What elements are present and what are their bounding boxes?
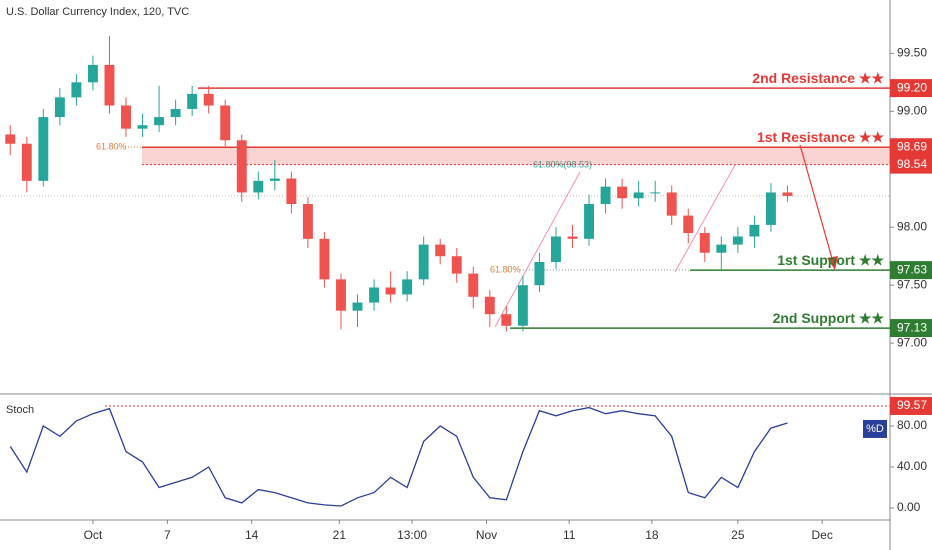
y-tick-label: 99.00: [897, 103, 927, 117]
price-label: 97.63: [897, 262, 927, 276]
candle-body: [38, 117, 49, 181]
candle-body: [21, 143, 32, 181]
fib-tool: [674, 164, 736, 273]
x-tick-label: Oct: [84, 528, 103, 542]
candle-body: [435, 244, 446, 257]
candle-body: [749, 224, 760, 237]
price-label: 98.54: [897, 157, 927, 171]
candle-body: [154, 117, 165, 126]
candle-body: [550, 236, 561, 262]
candle-body: [87, 64, 98, 83]
level-name: 1st Resistance ★★: [757, 129, 884, 145]
price-label: 98.69: [897, 139, 927, 153]
candle-body: [236, 140, 247, 193]
candle-body: [187, 93, 198, 109]
candle-body: [517, 285, 528, 326]
y-tick-label: 80.00: [897, 418, 927, 432]
candle-body: [650, 192, 661, 194]
resistance-zone: [142, 147, 890, 165]
x-tick-label: 18: [645, 528, 659, 542]
level-name: 2nd Resistance ★★: [752, 70, 884, 86]
candle-body: [716, 244, 727, 253]
x-tick-label: 25: [731, 528, 745, 542]
candle-body: [385, 287, 396, 295]
x-tick-label: 11: [563, 528, 576, 542]
candle-body: [220, 105, 231, 141]
candle-body: [369, 287, 380, 303]
stoch-line: [9, 406, 788, 507]
annotation: 61.80%: [490, 264, 521, 274]
annotation: 61.80%: [96, 141, 127, 151]
y-tick-label: 97.00: [897, 335, 927, 349]
candle-body: [286, 178, 297, 205]
y-tick-label: 99.50: [897, 45, 927, 59]
candle-body: [666, 192, 677, 216]
candle-body: [484, 296, 495, 315]
candle-body: [203, 93, 214, 106]
candle-body: [732, 236, 743, 245]
x-tick-label: Dec: [812, 528, 833, 542]
candle-body: [633, 192, 644, 199]
candle-body: [501, 314, 512, 326]
candle-body: [71, 82, 82, 98]
candle-body: [418, 244, 429, 280]
candle-body: [54, 97, 65, 118]
candle-body: [104, 64, 115, 106]
candle-body: [253, 180, 264, 193]
x-tick-label: 7: [164, 528, 171, 542]
candle-body: [302, 204, 313, 239]
arrow-head: [827, 256, 838, 270]
price-label: 97.13: [897, 320, 927, 334]
candle-body: [121, 105, 131, 129]
candle-body: [567, 236, 578, 239]
level-name: 1st Support ★★: [777, 252, 884, 268]
x-tick-label: 21: [333, 528, 347, 542]
price-label-bg: [890, 396, 932, 415]
level-name: 2nd Support ★★: [773, 310, 885, 326]
candle-body: [765, 192, 776, 225]
forecast-arrow: [799, 144, 834, 263]
legend-label: %D: [866, 423, 884, 435]
candle-body: [683, 215, 694, 234]
x-tick-label: 13:00: [397, 528, 427, 542]
y-tick-label: 0.00: [897, 500, 921, 514]
candle-body: [352, 302, 363, 311]
candle-body: [782, 192, 793, 196]
candle-body: [137, 125, 148, 129]
candle-body: [534, 262, 545, 286]
x-tick-label: Nov: [476, 528, 497, 542]
candle-body: [468, 273, 479, 297]
stoch-title: Stoch: [6, 404, 34, 416]
y-tick-label: 40.00: [897, 459, 927, 473]
candle-body: [402, 279, 413, 295]
price-label-bg: [890, 319, 932, 338]
candle-body: [170, 108, 181, 118]
candle-body: [451, 256, 462, 274]
candle-body: [319, 238, 330, 280]
price-label-bg: [890, 261, 932, 280]
legend-bg: [863, 419, 887, 438]
chart-title: U.S. Dollar Currency Index, 120, TVC: [6, 6, 189, 18]
candle-body: [617, 186, 628, 199]
price-label-bg: [890, 155, 932, 174]
candle-body: [269, 178, 280, 181]
candle-body: [584, 204, 594, 239]
price-label-bg: [890, 138, 932, 157]
fib-tool: [494, 171, 581, 328]
y-tick-label: 98.00: [897, 219, 927, 233]
price-label: 99.20: [897, 80, 927, 94]
price-label-bg: [890, 79, 932, 98]
candle-body: [5, 134, 16, 144]
x-tick-label: 14: [245, 528, 259, 542]
candle-body: [336, 279, 346, 311]
candle-body: [699, 233, 710, 253]
price-label: 99.57: [897, 398, 927, 412]
candle-body: [600, 186, 611, 205]
y-tick-label: 97.50: [897, 277, 927, 291]
